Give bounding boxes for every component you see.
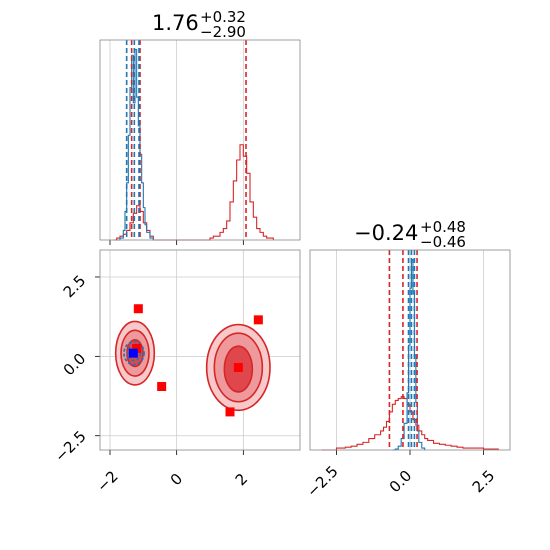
x-tick-label: −2 <box>93 467 121 495</box>
axes-frame <box>99 249 301 451</box>
panel-joint-scatter <box>95 249 301 455</box>
param2-title-plus: +0.48 <box>420 218 466 236</box>
red-marker <box>133 304 143 314</box>
axes-frame <box>309 249 511 451</box>
y-tick-label: −2.5 <box>51 427 89 465</box>
param1-title-plus: +0.32 <box>200 8 246 26</box>
blue-contour <box>123 340 145 366</box>
param1-title-minus: −2.90 <box>200 23 246 41</box>
x-tick-label: 0.0 <box>386 467 416 497</box>
y-tick-label: 0.0 <box>60 350 90 380</box>
red-marker <box>132 343 142 353</box>
blue-marker <box>128 348 138 358</box>
axes-frame <box>99 39 301 241</box>
panel-param2-histogram <box>309 249 511 455</box>
red-histogram <box>321 396 499 451</box>
x-tick-label: 2.5 <box>469 467 499 497</box>
x-tick-label: 0 <box>167 470 186 489</box>
red-marker <box>233 362 243 372</box>
x-tick-label: 2 <box>232 470 251 489</box>
x-tick-label: −2.5 <box>303 462 341 500</box>
red-marker <box>253 315 263 325</box>
red-marker <box>157 382 167 392</box>
panel-param1-histogram <box>99 39 301 245</box>
param2-title-median: −0.24 <box>354 221 418 245</box>
param1-title-median: 1.76 <box>152 11 199 35</box>
blue-histogram <box>392 258 426 451</box>
y-tick-label: 2.5 <box>60 272 90 302</box>
param2-title-minus: −0.46 <box>420 233 466 251</box>
red-histogram <box>113 144 274 241</box>
red-marker <box>225 407 235 417</box>
